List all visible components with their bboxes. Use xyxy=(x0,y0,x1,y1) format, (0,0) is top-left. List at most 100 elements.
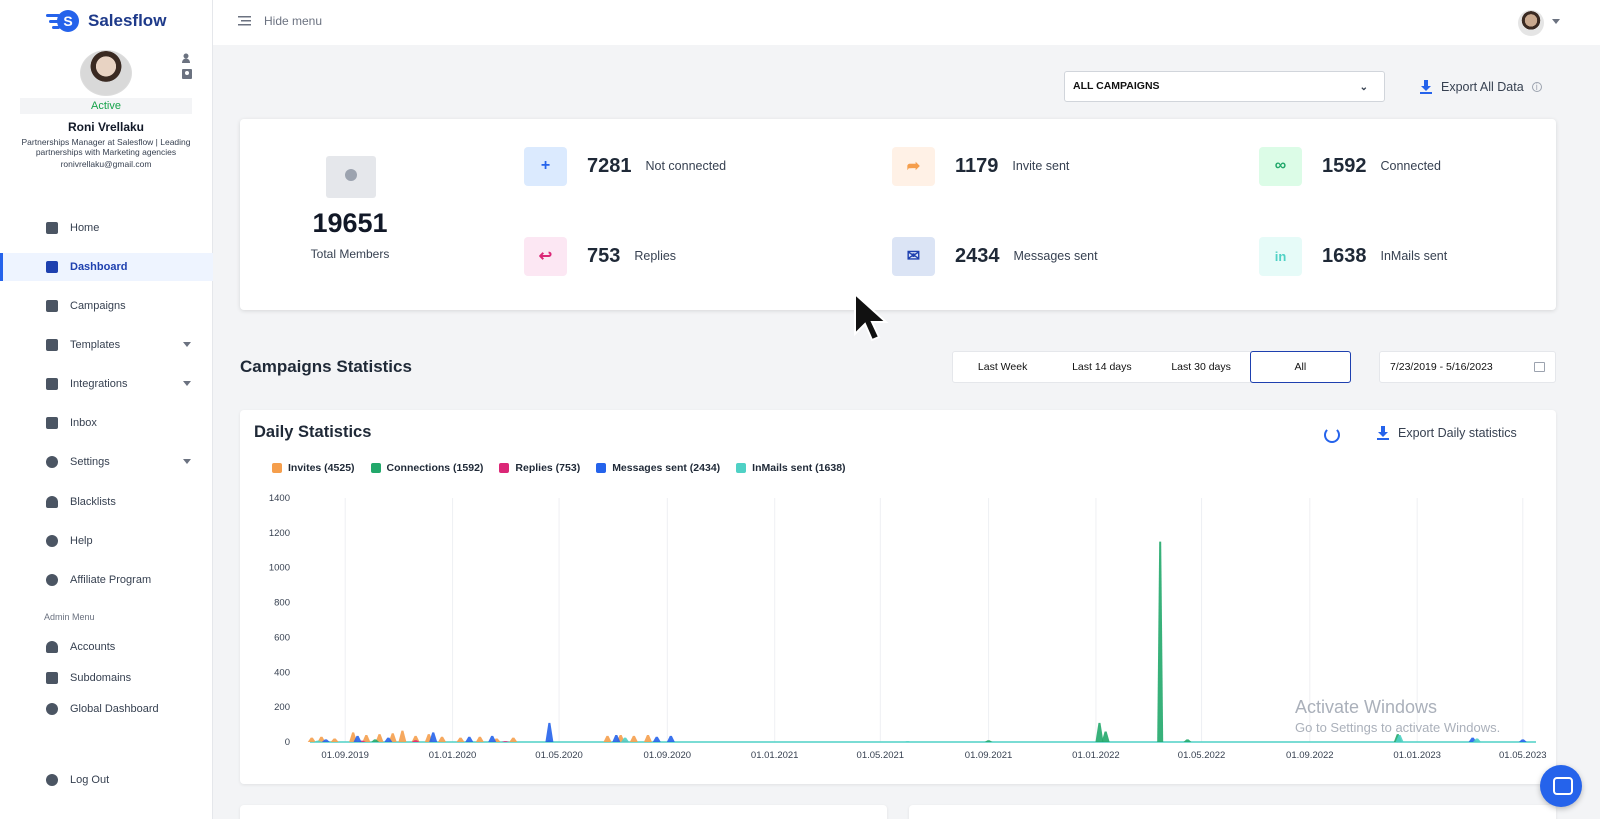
nav-templates[interactable]: Templates xyxy=(0,331,213,359)
nav-home[interactable]: Home xyxy=(0,214,213,242)
bar-chart-icon xyxy=(46,261,58,273)
legend-swatch xyxy=(272,463,282,473)
switch-user-icon[interactable] xyxy=(181,52,193,64)
stats-card: 19651 Total Members + 7281 Not connected… xyxy=(240,119,1556,310)
info-icon[interactable]: i xyxy=(1531,82,1542,92)
stat-messages-sent: ✉ 2434 Messages sent xyxy=(892,236,1098,276)
nav-affiliate[interactable]: Affiliate Program xyxy=(0,566,213,594)
stat-connected: ∞ 1592 Connected xyxy=(1259,146,1441,186)
bottom-card-left xyxy=(240,805,887,819)
legend-swatch xyxy=(370,463,381,473)
data-spike xyxy=(307,737,316,742)
user-name: Roni Vrellaku xyxy=(67,120,145,134)
menu-icon xyxy=(238,16,251,26)
profile-panel: Active Roni Vrellaku Partnerships Manage… xyxy=(20,50,192,169)
stat-value: 2434 xyxy=(955,244,1000,267)
x-tick-label: 01.05.2023 xyxy=(1499,750,1547,761)
nav-logout[interactable]: Log Out xyxy=(0,766,213,794)
nav-blacklists[interactable]: Blacklists xyxy=(0,488,213,516)
stat-value: 1638 xyxy=(1322,244,1367,267)
nav-label: Log Out xyxy=(70,774,110,786)
chevron-down-icon: ⌄ xyxy=(1359,82,1368,93)
nav-inbox[interactable]: Inbox xyxy=(0,409,213,437)
stat-label: Messages sent xyxy=(1013,249,1098,263)
range-last-14-days[interactable]: Last 14 days xyxy=(1072,361,1132,373)
globe-icon xyxy=(46,703,58,715)
nav-help[interactable]: Help xyxy=(0,527,213,555)
campaign-select[interactable]: ALL CAMPAIGNS ⌄ xyxy=(1064,71,1385,102)
watermark-subtitle: Go to Settings to activate Windows. xyxy=(1295,720,1501,735)
refresh-icon[interactable] xyxy=(1324,427,1340,443)
export-all-label: Export All Data xyxy=(1441,80,1524,94)
avatar[interactable] xyxy=(80,50,132,96)
nav-dashboard[interactable]: Dashboard xyxy=(0,253,213,281)
account-avatar[interactable] xyxy=(1518,10,1544,36)
add-user-icon: + xyxy=(524,146,567,186)
data-spike xyxy=(643,735,652,742)
download-icon xyxy=(1419,80,1433,94)
legend-inmails[interactable]: InMails sent (1638) xyxy=(736,462,846,474)
data-spike xyxy=(509,737,518,742)
nav-label: Help xyxy=(70,535,93,547)
data-spike xyxy=(411,740,420,742)
range-last-week[interactable]: Last Week xyxy=(977,361,1028,373)
y-tick-label: 0 xyxy=(285,737,290,748)
stat-value: 753 xyxy=(587,244,621,267)
y-tick-label: 600 xyxy=(274,632,290,643)
data-spike xyxy=(1095,722,1104,742)
legend-messages[interactable]: Messages sent (2434) xyxy=(596,462,720,474)
chevron-down-icon[interactable] xyxy=(1552,19,1560,24)
profile-card-icon[interactable] xyxy=(181,68,193,80)
linkedin-icon: in xyxy=(1259,236,1302,276)
range-all[interactable]: All xyxy=(1249,351,1351,383)
members-icon xyxy=(326,156,376,198)
daily-statistics-chart: 0 200 400 600 800 1000 1200 1400 01.09.2019 01.01… xyxy=(269,493,1547,761)
legend-connections[interactable]: Connections (1592) xyxy=(370,462,484,474)
export-daily-button[interactable]: Export Daily statistics xyxy=(1376,426,1517,440)
chevron-down-icon xyxy=(183,459,191,464)
stat-value: 1179 xyxy=(955,154,999,177)
help-icon xyxy=(46,535,58,547)
legend-invites[interactable]: Invites (4525) xyxy=(272,462,355,474)
x-tick-label: 01.05.2020 xyxy=(535,750,583,761)
nav-settings[interactable]: Settings xyxy=(0,448,213,476)
stat-label: Not connected xyxy=(645,159,727,173)
user-icon xyxy=(46,641,58,653)
data-spike xyxy=(411,735,420,742)
x-tick-label: 01.01.2021 xyxy=(751,750,799,761)
message-icon xyxy=(46,417,58,429)
nav-campaigns[interactable]: Campaigns xyxy=(0,292,213,320)
data-spike xyxy=(1101,731,1110,742)
nav-accounts[interactable]: Accounts xyxy=(0,633,213,661)
stat-label: InMails sent xyxy=(1380,249,1448,263)
range-last-30-days[interactable]: Last 30 days xyxy=(1171,361,1231,373)
share-arrow-icon: ➦ xyxy=(892,146,935,186)
user-email: ronivrellaku@gmail.com xyxy=(60,159,152,169)
hide-menu-button[interactable]: Hide menu xyxy=(238,14,322,28)
chat-support-button[interactable] xyxy=(1540,765,1582,807)
nav-label: Dashboard xyxy=(70,261,128,273)
daily-statistics-title: Daily Statistics xyxy=(254,423,372,441)
export-all-button[interactable]: Export All Data i xyxy=(1419,80,1542,94)
nav-subdomains[interactable]: Subdomains xyxy=(0,664,213,692)
data-spike xyxy=(1473,738,1482,742)
nav-label: Settings xyxy=(70,456,110,468)
x-tick-label: 01.09.2020 xyxy=(644,750,692,761)
app-logo[interactable]: S Salesflow xyxy=(46,9,166,33)
chart-legend: Invites (4525) Connections (1592) Replie… xyxy=(272,462,846,474)
admin-menu-label: Admin Menu xyxy=(44,612,95,622)
data-spike xyxy=(984,740,993,742)
date-range-picker[interactable]: 7/23/2019 - 5/16/2023 xyxy=(1379,351,1556,383)
legend-replies[interactable]: Replies (753) xyxy=(499,462,580,474)
asterisk-icon xyxy=(46,574,58,586)
legend-label: Connections (1592) xyxy=(386,462,484,474)
data-spike xyxy=(603,735,612,742)
svg-text:S: S xyxy=(63,13,72,29)
nav-global-dashboard[interactable]: Global Dashboard xyxy=(0,695,213,723)
stat-value: 7281 xyxy=(587,154,632,177)
stat-label: Connected xyxy=(1380,159,1441,173)
data-spike xyxy=(371,739,380,742)
chevron-down-icon xyxy=(183,381,191,386)
nav-integrations[interactable]: Integrations xyxy=(0,370,213,398)
x-tick-label: 01.05.2022 xyxy=(1178,750,1226,761)
